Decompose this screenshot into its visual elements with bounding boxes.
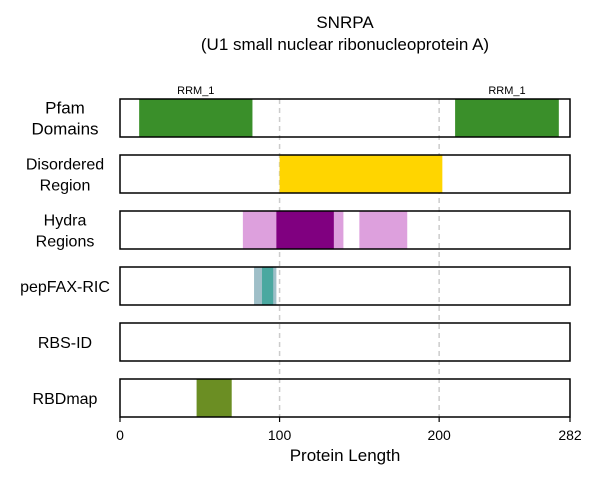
- track-label: Pfam: [45, 99, 85, 118]
- track-segment: [279, 155, 443, 193]
- track-segment: [262, 267, 274, 305]
- x-tick-label: 200: [427, 427, 451, 443]
- track: RRM_1 RRM_1 Pfam Domains: [31, 85, 571, 139]
- track-label: pepFAX-RIC: [20, 279, 110, 296]
- track-frame: [119, 98, 571, 138]
- track-frame: [119, 154, 571, 194]
- track-label: Region: [40, 178, 91, 195]
- domain-label: RRM_1: [488, 85, 525, 97]
- track-label: RBDmap: [33, 391, 98, 408]
- track-frame: [119, 322, 571, 362]
- track: RBS-ID: [38, 322, 571, 362]
- x-tick-label: 282: [558, 427, 582, 443]
- chart-title: SNRPA: [316, 13, 374, 32]
- track-segment: [455, 99, 559, 137]
- x-axis-label: Protein Length: [290, 446, 401, 465]
- track-segment: [196, 379, 232, 417]
- track-segment: [276, 211, 334, 249]
- track-label: Disordered: [26, 157, 104, 174]
- track-label: Regions: [36, 234, 95, 251]
- domain-label: RRM_1: [177, 85, 214, 97]
- x-axis: 0 100 200 282: [116, 417, 582, 443]
- track-label: Hydra: [44, 213, 87, 230]
- track-label: Domains: [31, 120, 98, 139]
- tracks: RRM_1 RRM_1 Pfam Domains Disordered Region Hyd…: [20, 85, 571, 418]
- track-frame: [119, 266, 571, 306]
- track-label: RBS-ID: [38, 335, 92, 352]
- track: Disordered Region: [26, 154, 571, 195]
- track: Hydra Regions: [36, 210, 571, 251]
- track: pepFAX-RIC: [20, 266, 571, 306]
- track-segment: [359, 211, 408, 249]
- track: RBDmap: [33, 378, 571, 418]
- track-frame: [119, 378, 571, 418]
- x-tick-label: 100: [268, 427, 292, 443]
- track-segment: [139, 99, 253, 137]
- gridlines: [278, 99, 440, 417]
- x-tick-label: 0: [116, 427, 124, 443]
- track-frame: [119, 210, 571, 250]
- chart-subtitle: (U1 small nuclear ribonucleoprotein A): [201, 35, 489, 54]
